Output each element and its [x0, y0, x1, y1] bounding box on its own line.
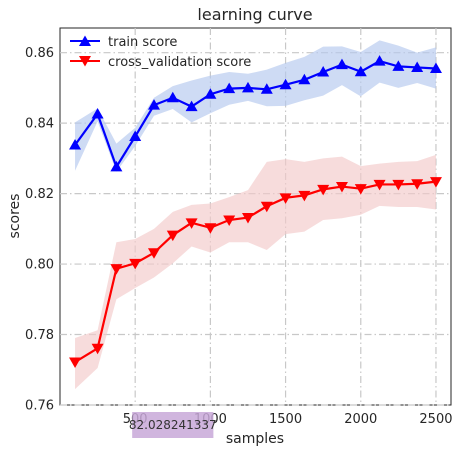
- y-tick-label: 0.80: [25, 258, 54, 273]
- confidence-bands: [75, 40, 436, 390]
- marker-series-0: [241, 81, 254, 93]
- marker-series-0: [129, 130, 142, 142]
- hover-annotation: 82.028241337: [129, 412, 217, 438]
- marker-series-0: [69, 138, 82, 150]
- marker-series-1: [110, 264, 123, 275]
- legend-marker-train: [79, 35, 91, 46]
- marker-series-0: [317, 66, 330, 77]
- marker-series-1: [147, 248, 160, 259]
- marker-series-1: [204, 223, 217, 234]
- marker-series-1: [429, 177, 442, 188]
- marker-series-0: [354, 65, 367, 77]
- x-tick-label: 1500: [269, 412, 302, 427]
- marker-series-0: [298, 73, 311, 85]
- marker-series-0: [185, 100, 198, 112]
- y-tick-label: 0.84: [25, 117, 54, 132]
- marker-series-1: [166, 230, 179, 242]
- marker-series-0: [411, 61, 424, 72]
- marker-series-1: [392, 179, 405, 191]
- y-axis-label: scores: [7, 194, 23, 239]
- y-tick-label: 0.78: [25, 328, 54, 343]
- legend-label-train: train score: [108, 35, 177, 50]
- x-axis-label: samples: [226, 431, 284, 447]
- band-series-0: [75, 40, 436, 172]
- y-tick-label: 0.76: [25, 399, 54, 414]
- x-tick-label: 2000: [344, 412, 377, 427]
- marker-series-0: [91, 107, 104, 119]
- marker-series-1: [69, 357, 82, 369]
- marker-series-0: [166, 91, 179, 103]
- annotation-text: 82.028241337: [129, 418, 217, 432]
- y-tick-label: 0.86: [25, 46, 54, 61]
- marker-series-0: [429, 62, 442, 74]
- band-series-1: [75, 154, 436, 390]
- marker-series-1: [373, 179, 386, 191]
- legend-marker-cv: [79, 56, 91, 67]
- marker-series-1: [298, 190, 311, 202]
- y-tick-label: 0.82: [25, 187, 54, 202]
- chart-title: learning curve: [197, 5, 312, 24]
- marker-series-1: [185, 218, 198, 229]
- marker-series-1: [241, 213, 254, 224]
- marker-series-0: [147, 99, 160, 110]
- marker-series-0: [223, 82, 236, 94]
- marker-series-1: [335, 182, 348, 193]
- x-tick-label: 2500: [419, 412, 452, 427]
- marker-series-0: [392, 60, 405, 71]
- marker-series-1: [354, 184, 367, 195]
- annotation-box: [132, 412, 214, 438]
- marker-series-0: [279, 78, 292, 90]
- marker-series-0: [373, 55, 386, 66]
- marker-series-1: [91, 343, 104, 355]
- marker-series-1: [129, 258, 142, 270]
- series-markers: [69, 55, 442, 369]
- marker-series-1: [260, 201, 273, 213]
- legend: train score cross_validation score: [70, 35, 251, 70]
- marker-series-1: [279, 193, 292, 204]
- marker-series-0: [110, 160, 123, 172]
- marker-series-0: [204, 88, 217, 99]
- marker-series-0: [335, 58, 348, 70]
- marker-series-1: [411, 179, 424, 190]
- marker-series-1: [317, 184, 330, 196]
- marker-series-1: [223, 215, 236, 227]
- marker-series-0: [260, 83, 273, 94]
- legend-label-cv: cross_validation score: [108, 55, 251, 70]
